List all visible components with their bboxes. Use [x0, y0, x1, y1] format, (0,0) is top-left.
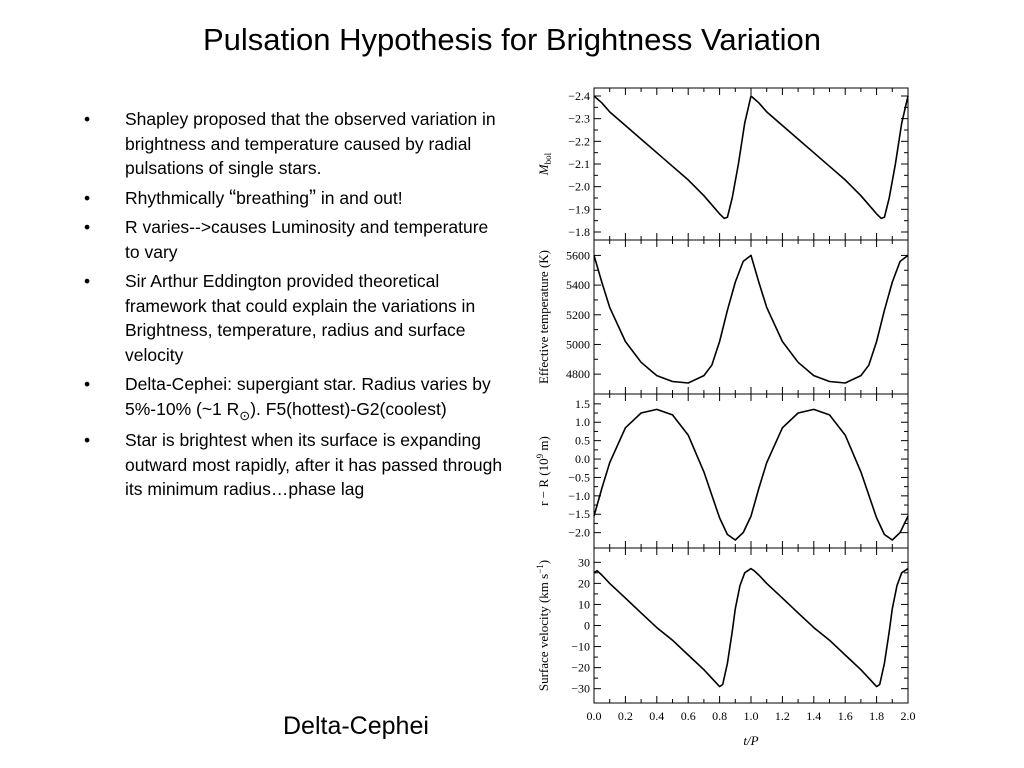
- bullet-text: R varies-->causes Luminosity and tempera…: [125, 217, 489, 262]
- bullet-dot: •: [84, 217, 91, 237]
- y-tick-label: 1.0: [575, 415, 590, 429]
- y-tick-label: 5000: [566, 337, 590, 351]
- quoted-word: breathing: [236, 187, 310, 208]
- delta-cephei-figure: −2.4 −2.3 −2.2 −2.1 −2.0 −1.9 −1.8 Mbol 4800 5000…: [535, 87, 916, 748]
- y-tick-label: 5400: [566, 278, 590, 292]
- bullet-text-pre: Rhythmically: [125, 187, 230, 208]
- y-tick-label: 0.5: [575, 434, 590, 448]
- y-tick-label: 1.5: [575, 397, 590, 411]
- y-axis-title: Mbol: [536, 152, 553, 176]
- y-tick-label: −2.3: [568, 112, 590, 126]
- bullet-dot: •: [84, 109, 91, 129]
- bullet-text-post: ). F5(hottest)-G2(coolest): [250, 398, 447, 419]
- sun-symbol-icon: ⊙: [239, 407, 251, 423]
- y-tick-label: −2.1: [568, 157, 590, 171]
- series-line: [593, 567, 909, 688]
- bullet-text: Sir Arthur Eddington provided theoretica…: [125, 271, 476, 365]
- y-tick-label: −1.8: [568, 225, 590, 239]
- y-tick-label: 10: [578, 597, 590, 611]
- x-tick-label: 1.8: [869, 709, 884, 723]
- figure-caption: Delta-Cephei: [283, 712, 429, 740]
- y-tick-label: −20: [571, 661, 590, 675]
- bullet-dot: •: [84, 271, 91, 291]
- y-tick-label: −1.5: [568, 507, 590, 521]
- y-tick-label: −1.0: [568, 489, 590, 503]
- bullet-item: • Delta-Cephei: supergiant star. Radius v…: [82, 372, 507, 423]
- x-tick-label: 2.0: [901, 709, 916, 723]
- y-axis-title: r − R (109 m): [535, 436, 551, 506]
- y-tick-label: −30: [571, 682, 590, 696]
- y-tick-label: −2.0: [568, 180, 590, 194]
- series-line: [593, 95, 909, 220]
- panel-frame: [593, 547, 909, 704]
- y-tick-label: 5600: [566, 248, 590, 262]
- y-tick-label: 30: [578, 555, 590, 569]
- bullet-list: • Shapley proposed that the observed vari…: [82, 107, 507, 507]
- x-tick-label: 0.6: [681, 709, 696, 723]
- panel-1: 4800 5000 5200 5400 5600 Effective temperatur…: [536, 239, 909, 395]
- x-tick-label: 0.0: [587, 709, 602, 723]
- x-tick-label: 0.4: [649, 709, 664, 723]
- y-tick-label: 0: [584, 619, 590, 633]
- x-tick-label: 1.2: [775, 709, 790, 723]
- y-tick-label: 4800: [566, 367, 590, 381]
- y-tick-label: −0.5: [568, 470, 590, 484]
- y-tick-label: 20: [578, 576, 590, 590]
- bullet-text-pre: Delta-Cephei: supergiant star. Radius va…: [125, 374, 491, 419]
- close-quote: ”: [309, 185, 317, 209]
- y-tick-label: −2.0: [568, 526, 590, 540]
- panel-frame: [593, 239, 909, 395]
- y-tick-label: −2.4: [568, 89, 590, 103]
- bullet-dot: •: [84, 187, 91, 208]
- open-quote: “: [229, 185, 237, 209]
- bullet-text: Shapley proposed that the observed varia…: [125, 109, 496, 178]
- y-tick-label: −10: [571, 640, 590, 654]
- x-tick-label: 1.0: [744, 709, 759, 723]
- y-tick-label: −2.2: [568, 134, 590, 148]
- series-line: [593, 254, 909, 384]
- bullet-item: • R varies-->causes Luminosity and temper…: [82, 215, 507, 264]
- x-axis-title: t/P: [743, 733, 758, 748]
- y-tick-label: 0.0: [575, 452, 590, 466]
- y-axis-title: Surface velocity (km s−1): [535, 560, 551, 691]
- panel-3: −30 −20 −10 0 10 20 30 Surface velocity (km s−1…: [535, 547, 909, 704]
- bullet-item: • Sir Arthur Eddington provided theoretic…: [82, 269, 507, 367]
- series-line: [593, 408, 909, 541]
- y-tick-label: −1.9: [568, 202, 590, 216]
- x-tick-label: 1.6: [838, 709, 853, 723]
- bullet-dot: •: [84, 430, 91, 450]
- bullet-text: Star is brightest when its surface is ex…: [125, 430, 503, 499]
- y-axis-title: Effective temperature (K): [536, 250, 551, 384]
- x-tick-label: 1.4: [806, 709, 821, 723]
- panel-0: −2.4 −2.3 −2.2 −2.1 −2.0 −1.9 −1.8 Mbol: [536, 87, 909, 241]
- x-tick-label: 0.2: [618, 709, 633, 723]
- panel-frame: [593, 87, 909, 241]
- bullet-item: • Rhythmically “breathing” in and out!: [82, 186, 507, 211]
- bullet-item: • Shapley proposed that the observed vari…: [82, 107, 507, 181]
- y-tick-label: 5200: [566, 308, 590, 322]
- bullet-text-post: in and out!: [316, 187, 403, 208]
- bullet-item: • Star is brightest when its surface is e…: [82, 428, 507, 502]
- x-tick-label: 0.8: [712, 709, 727, 723]
- slide-title: Pulsation Hypothesis for Brightness Vari…: [202, 22, 822, 57]
- bullet-dot: •: [84, 374, 91, 394]
- panel-2: −2.0 −1.5 −1.0 −0.5 0.0 0.5 1.0 1.5 r − R (109 m…: [535, 393, 909, 549]
